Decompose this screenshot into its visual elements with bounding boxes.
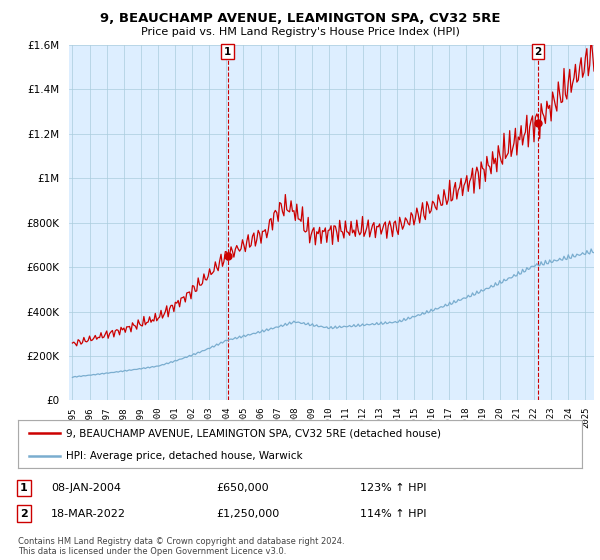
Text: 9, BEAUCHAMP AVENUE, LEAMINGTON SPA, CV32 5RE (detached house): 9, BEAUCHAMP AVENUE, LEAMINGTON SPA, CV3… (66, 428, 441, 438)
Text: 08-JAN-2004: 08-JAN-2004 (51, 483, 121, 493)
Text: HPI: Average price, detached house, Warwick: HPI: Average price, detached house, Warw… (66, 451, 302, 461)
Text: 18-MAR-2022: 18-MAR-2022 (51, 508, 126, 519)
Text: £650,000: £650,000 (216, 483, 269, 493)
Text: Price paid vs. HM Land Registry's House Price Index (HPI): Price paid vs. HM Land Registry's House … (140, 27, 460, 37)
Text: Contains HM Land Registry data © Crown copyright and database right 2024.
This d: Contains HM Land Registry data © Crown c… (18, 536, 344, 556)
Text: 1: 1 (224, 46, 232, 57)
Text: £1,250,000: £1,250,000 (216, 508, 279, 519)
Text: 2: 2 (20, 508, 28, 519)
Text: 114% ↑ HPI: 114% ↑ HPI (360, 508, 427, 519)
Text: 123% ↑ HPI: 123% ↑ HPI (360, 483, 427, 493)
Text: 9, BEAUCHAMP AVENUE, LEAMINGTON SPA, CV32 5RE: 9, BEAUCHAMP AVENUE, LEAMINGTON SPA, CV3… (100, 12, 500, 25)
Text: 1: 1 (20, 483, 28, 493)
Text: 2: 2 (534, 46, 541, 57)
